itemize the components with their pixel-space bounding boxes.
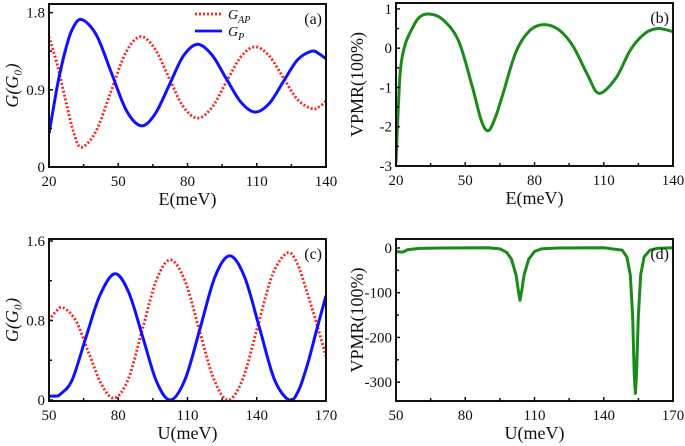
x-tick-label: 80 [111, 408, 126, 424]
y-tick-label: 0 [385, 41, 393, 57]
legend-label-main: G [228, 8, 238, 23]
y-tick-label: -100 [365, 286, 393, 302]
y-tick-label: 0 [38, 160, 46, 176]
x-tick-label: 80 [527, 173, 542, 189]
y-axis-label: VPMR(100%) [347, 267, 368, 372]
plot-area [396, 246, 673, 395]
x-axis-label: U(meV) [158, 423, 218, 444]
x-tick-label: 140 [662, 173, 685, 189]
y-tick-label: 1.8 [26, 6, 45, 22]
plot-area [49, 251, 326, 401]
x-tick-label: 110 [524, 408, 546, 424]
y-tick-label: 0.8 [26, 313, 45, 329]
x-tick-label: 50 [458, 173, 473, 189]
series-line-g-p [49, 254, 326, 401]
x-tick-label: 110 [593, 173, 615, 189]
legend-label: GP [228, 25, 244, 43]
legend-label-sub: P [237, 32, 244, 43]
x-tick-label: 140 [315, 174, 338, 190]
x-tick-label: 20 [389, 173, 404, 189]
x-axis-label: U(meV) [505, 423, 565, 444]
y-axis-label: VPMR(100%) [347, 32, 368, 137]
plot-area [396, 12, 673, 163]
panel-c: 50 80 110 140 170 0 0.8 1.6 U(meV) G(G₀) (c) [2, 234, 337, 444]
panel-tag: (d) [650, 246, 669, 263]
y-axis-label: G(G₀) [2, 63, 23, 107]
y-tick-label: -200 [365, 330, 393, 346]
y-tick-label: 0.9 [26, 83, 45, 99]
legend-label: GAP [228, 8, 250, 26]
y-tick-label: 0 [38, 393, 46, 409]
y-tick-label: 1 [385, 2, 393, 18]
series-line-g-p [49, 17, 326, 134]
x-tick-label: 110 [246, 174, 268, 190]
x-tick-label: 170 [662, 408, 685, 424]
x-tick-label: 170 [315, 408, 338, 424]
y-tick-label: -300 [365, 375, 393, 391]
y-tick-label: -1 [380, 80, 393, 96]
y-tick-label: -2 [380, 120, 393, 136]
x-axis-label: E(meV) [506, 188, 564, 209]
panel-d: 50 80 110 140 170 -300 -200 -100 0 U(meV) VPMR(100… [347, 238, 685, 444]
series-line-g-ap [49, 251, 326, 401]
series-line-vpmr [396, 246, 673, 395]
x-tick-label: 50 [111, 174, 126, 190]
x-tick-label: 140 [246, 408, 269, 424]
x-tick-label: 20 [42, 174, 57, 190]
panel-tag: (b) [650, 10, 669, 27]
x-tick-label: 50 [389, 408, 404, 424]
x-tick-label: 110 [177, 408, 199, 424]
panel-b: 20 50 80 110 140 -3 -2 -1 0 1 E(meV) VPMR(100%) (b) [347, 2, 684, 209]
series-line-vpmr [396, 12, 673, 163]
y-axis-label: G(G₀) [2, 298, 23, 342]
legend-label-sub: AP [237, 15, 250, 26]
series-line-g-ap [49, 35, 326, 149]
x-axis-label: E(meV) [159, 189, 217, 210]
panel-tag: (c) [304, 246, 322, 263]
x-tick-label: 80 [180, 174, 195, 190]
x-tick-label: 50 [42, 408, 57, 424]
x-tick-label: 140 [593, 408, 616, 424]
plot-area [49, 17, 326, 149]
y-tick-label: 0 [385, 241, 393, 257]
x-tick-label: 80 [458, 408, 473, 424]
y-tick-label: -3 [380, 159, 393, 175]
panel-tag: (a) [304, 11, 322, 28]
y-tick-label: 1.6 [26, 234, 45, 250]
legend-label-main: G [228, 25, 238, 40]
